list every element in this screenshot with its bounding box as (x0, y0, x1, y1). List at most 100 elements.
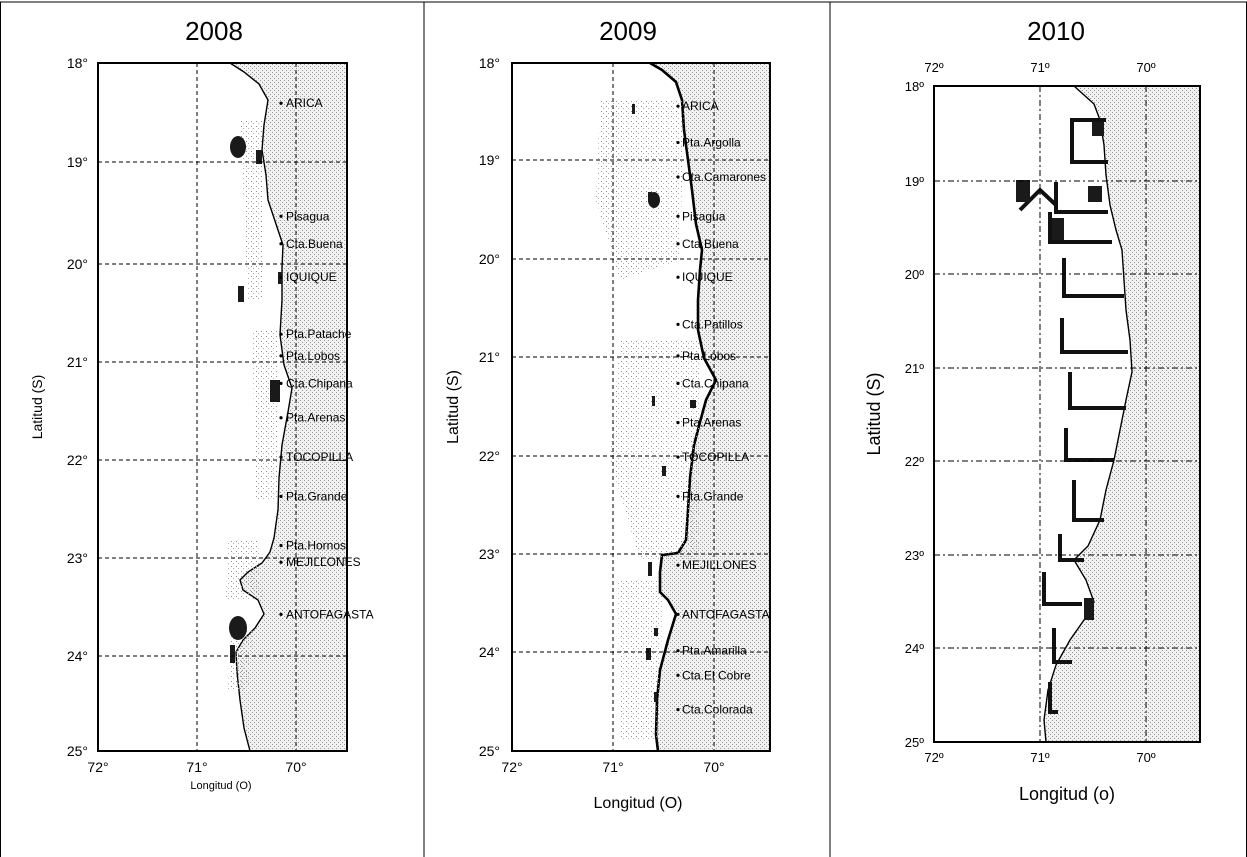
place-marker (279, 494, 283, 498)
panel-title-2010: 2010 (1027, 16, 1085, 46)
map-border (511, 62, 771, 752)
y-axis-label: Latitud (S) (864, 372, 884, 455)
lat-tick: 20° (67, 256, 88, 272)
place-marker (676, 242, 680, 246)
x-axis-label: Longitud (O) (594, 795, 683, 812)
place-marker (676, 421, 680, 425)
lon-tick: 71° (602, 759, 623, 775)
y-axis-label: Latitud (S) (445, 370, 462, 444)
lat-tick: 22° (479, 448, 500, 464)
place-label: ANTOFAGASTA (286, 607, 374, 621)
place-label: ARICA (286, 96, 323, 110)
lon-tick: 72° (501, 759, 522, 775)
grid-lines (512, 63, 770, 751)
place-marker (676, 322, 680, 326)
place-marker (279, 455, 283, 459)
place-label: Cta.Colorada (682, 703, 753, 717)
x-axis-label: Longitud (O) (190, 780, 251, 792)
place-marker (676, 708, 680, 712)
lat-tick: 24° (479, 644, 500, 660)
lat-tick: 19° (479, 152, 500, 168)
lat-ticks: 18° 19° 20° 21° 22° 23° 24° 25° (67, 55, 88, 759)
lat-tick: 21° (479, 349, 500, 365)
place-marker (676, 354, 680, 358)
place-marker (676, 612, 680, 616)
land-area (1044, 86, 1200, 742)
lon-tick: 71º (1030, 60, 1049, 75)
coastline (1043, 85, 1133, 743)
place-marker (676, 140, 680, 145)
lat-tick: 24° (67, 648, 88, 664)
lon-tick: 70° (285, 759, 306, 775)
lon-tick: 71° (186, 759, 207, 775)
place-label: MEJILLONES (682, 558, 757, 572)
place-label: Cta.Chipana (682, 376, 749, 390)
place-label: Pta.Lobos (286, 349, 340, 363)
place-label: TOCOPILLA (682, 450, 749, 464)
lat-tick: 25º (905, 735, 924, 750)
lat-tick: 22° (67, 452, 88, 468)
lon-tick: 70° (703, 759, 724, 775)
place-marker (676, 673, 680, 677)
place-marker (676, 494, 680, 498)
place-marker (279, 214, 283, 218)
place-label: TOCOPILLA (286, 450, 353, 464)
lat-ticks: 18° 19° 20° 21° 22° 23° 24° 25° (479, 55, 500, 759)
place-label: Pta.Arenas (286, 411, 345, 425)
survey-echo-patches (596, 100, 700, 740)
place-marker (676, 175, 680, 179)
place-labels: ARICA Pta.Argolla Cta.Camarones Pisagua Cta.… (676, 99, 770, 717)
place-label: Pta.Argolla (682, 136, 741, 150)
place-label: Pta.Arenas (682, 416, 741, 430)
map-border (933, 85, 1201, 743)
lat-tick: 23° (67, 550, 88, 566)
lon-tick: 72º (924, 60, 943, 75)
place-label: IQUIQUE (286, 270, 337, 284)
place-marker (279, 242, 283, 246)
place-label: Cta.Chipana (286, 376, 353, 390)
lat-tick: 20° (479, 251, 500, 267)
place-marker (279, 332, 283, 336)
lon-ticks: 72° 71° 70° (501, 759, 724, 775)
place-marker (676, 455, 680, 459)
place-label: Cta.Buena (682, 237, 739, 251)
x-axis-label: Longitud (o) (1019, 784, 1115, 804)
lat-tick: 20º (905, 267, 924, 282)
place-marker (676, 275, 680, 279)
lat-tick: 18º (905, 79, 924, 94)
map-border (97, 62, 348, 752)
place-marker (279, 612, 283, 616)
lon-ticks: 72º 71º 70º (924, 750, 1155, 765)
panel-title-2009: 2009 (599, 16, 657, 46)
place-label: Pta.Grande (682, 489, 744, 503)
place-label: Pta.Lobos (682, 349, 736, 363)
land-area (650, 63, 770, 751)
place-label: Pta.Patache (286, 327, 352, 341)
lat-tick: 21° (67, 354, 88, 370)
place-marker (676, 563, 680, 567)
fish-aggregations (632, 104, 696, 702)
place-marker (676, 381, 680, 385)
place-label: Cta.Patillos (682, 317, 743, 331)
lon-tick: 71º (1030, 750, 1049, 765)
lon-tick: 70º (1136, 750, 1155, 765)
place-label: Cta.Buena (286, 237, 343, 251)
place-marker (279, 416, 283, 420)
place-label: Pta.Hornos (286, 539, 346, 553)
lat-tick: 18° (67, 55, 88, 71)
survey-transects (1018, 118, 1128, 714)
fish-aggregations (1016, 122, 1104, 620)
lon-tick: 72º (924, 750, 943, 765)
lat-tick: 18° (479, 55, 500, 71)
lat-ticks: 18º 19º 20º 21º 22º 23º 24º 25º (905, 79, 924, 750)
place-label: ANTOFAGASTA (682, 607, 770, 621)
place-marker (676, 649, 680, 653)
grid-lines (934, 86, 1200, 742)
place-label: Pisagua (286, 209, 330, 223)
panel-2008: 2008 18° 19° 20° 21° (29, 16, 374, 792)
lat-tick: 23º (905, 548, 924, 563)
panel-title-2008: 2008 (185, 16, 243, 46)
place-label: Pta.Grande (286, 489, 348, 503)
place-marker (279, 560, 283, 564)
panel-2010: 2010 (864, 16, 1201, 804)
